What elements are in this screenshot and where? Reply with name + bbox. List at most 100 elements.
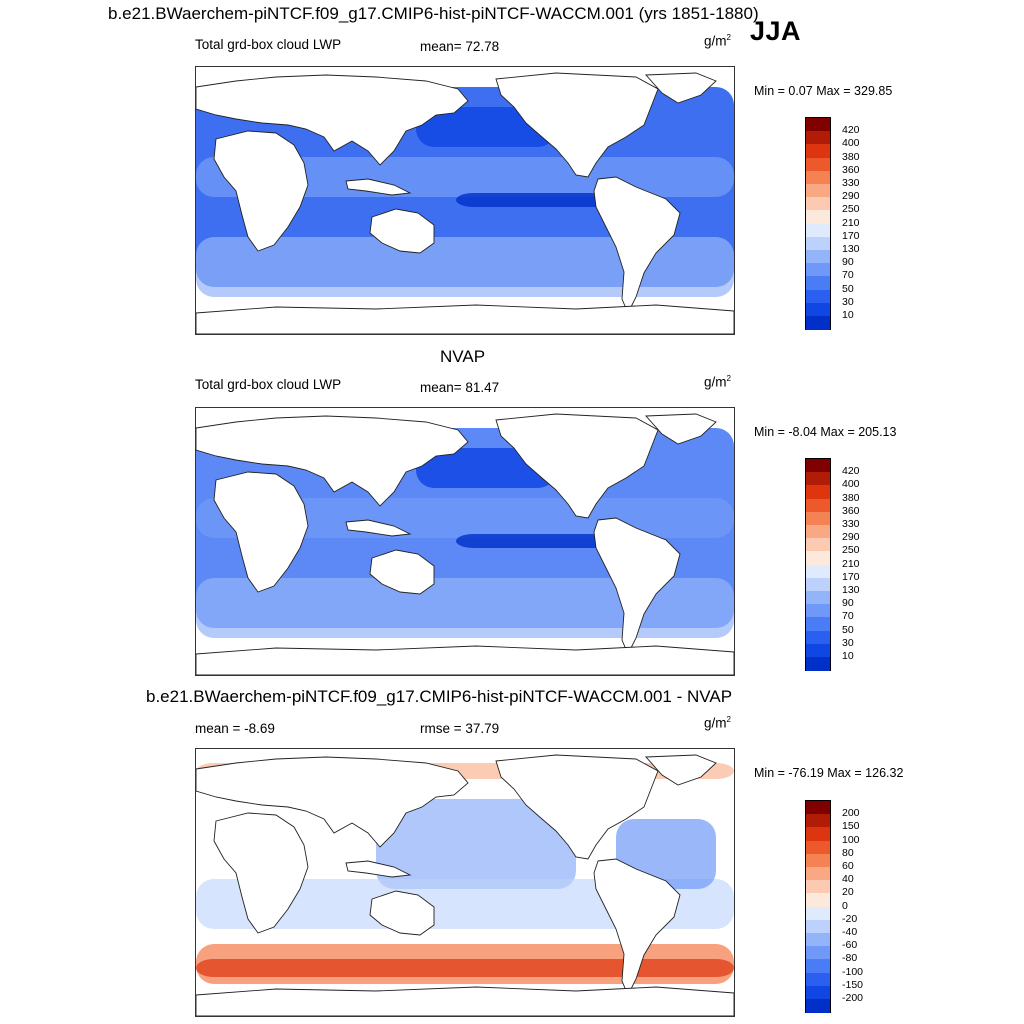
colorbar-segment	[806, 999, 830, 1013]
colorbar-tick-label: 50	[842, 623, 854, 636]
colorbar-tick-label: 70	[842, 610, 854, 623]
colorbar-segment	[806, 919, 830, 934]
colorbar-segment	[806, 551, 830, 566]
continent-greenland	[645, 413, 717, 445]
colorbar-segment	[806, 893, 830, 908]
continent-north-america	[495, 413, 659, 519]
colorbar-tick-label: 150	[842, 820, 860, 833]
colorbar-segment	[806, 840, 830, 855]
colorbar-tick-label: 420	[842, 465, 860, 478]
continent-australia	[369, 549, 435, 595]
colorbar-tick-label: -20	[842, 912, 858, 925]
panel-obs-left-label: Total grd-box cloud LWP	[195, 377, 342, 392]
colorbar-tick-label: 400	[842, 137, 860, 150]
colorbar-tick-label: 30	[842, 636, 854, 649]
continent-greenland	[645, 754, 717, 786]
colorbar-segment	[806, 250, 830, 264]
colorbar-segment	[806, 236, 830, 251]
colorbar-tick-label: 290	[842, 531, 860, 544]
colorbar-tick-label: -150	[842, 978, 864, 991]
colorbar-segment	[806, 302, 830, 317]
colorbar-segment	[806, 472, 830, 486]
colorbar-tick-label: 10	[842, 309, 854, 321]
colorbar-segment	[806, 316, 830, 330]
colorbar-segment	[806, 946, 830, 960]
colorbar-segment	[806, 118, 830, 132]
colorbar-box	[805, 117, 831, 331]
continent-south-america	[593, 517, 681, 656]
colorbar-tick-label: 400	[842, 478, 860, 491]
colorbar-segment	[806, 498, 830, 513]
colorbar-tick-label: 80	[842, 846, 854, 859]
colorbar-tick-label: -200	[842, 992, 864, 1004]
continent-eurasia	[196, 756, 469, 848]
continent-south-america	[593, 858, 681, 997]
colorbar-tick-label: 170	[842, 229, 860, 242]
colorbar-tick-label: 330	[842, 177, 860, 189]
colorbar-segment	[806, 144, 830, 159]
continent-eurasia	[196, 74, 469, 166]
colorbar-tick-label: 60	[842, 860, 854, 872]
panel-diff-rmse-label: rmse = 37.79	[420, 721, 500, 736]
field-southern-ocean-dark	[196, 959, 734, 977]
colorbar-segment	[806, 972, 830, 987]
colorbar-tick-label: 360	[842, 504, 860, 517]
continent-antarctica	[196, 645, 734, 675]
panel-obs-units: g/m2	[704, 374, 731, 390]
colorbar-tick-label: 40	[842, 873, 854, 886]
continent-australia	[369, 208, 435, 254]
colorbar-tick-label: 210	[842, 216, 860, 229]
panel-diff-mean-label: mean = -8.69	[195, 721, 275, 736]
colorbar-segment	[806, 459, 830, 473]
field-itcz-dark	[456, 193, 636, 207]
continent-antarctica	[196, 986, 734, 1016]
panel-diff-minmax: Min = -76.19 Max = 126.32	[754, 766, 904, 780]
continent-australia	[369, 890, 435, 936]
continent-antarctica	[196, 304, 734, 334]
colorbar-tick-label: 90	[842, 597, 854, 610]
colorbar-segment	[806, 630, 830, 645]
continent-greenland	[645, 72, 717, 104]
colorbar-tick-label: 90	[842, 256, 854, 269]
colorbar-segment	[806, 210, 830, 225]
colorbar-tick-label: 210	[842, 557, 860, 570]
colorbar-tick-label: 170	[842, 570, 860, 583]
colorbar-segment	[806, 906, 830, 921]
colorbar-tick-label: 200	[842, 807, 860, 820]
colorbar-segment	[806, 933, 830, 947]
colorbar-tick-label: 10	[842, 650, 854, 662]
continent-north-america	[495, 72, 659, 178]
panel-obs-minmax: Min = -8.04 Max = 205.13	[754, 425, 897, 439]
field-itcz-dark	[456, 534, 636, 548]
colorbar-tick-label: 20	[842, 886, 854, 899]
colorbar-tick-label: 250	[842, 544, 860, 557]
colorbar-segment	[806, 564, 830, 579]
colorbar-segment	[806, 157, 830, 172]
colorbar-segment	[806, 263, 830, 277]
continent-indonesia	[345, 860, 412, 878]
panel-obs-mean-label: mean= 81.47	[420, 380, 500, 395]
continent-indonesia	[345, 519, 412, 537]
colorbar-segment	[806, 591, 830, 605]
panel-obs-map-svg	[196, 408, 734, 675]
panel-model-mean-label: mean= 72.78	[420, 39, 500, 54]
colorbar-segment	[806, 538, 830, 552]
colorbar-segment	[806, 643, 830, 658]
continent-africa	[213, 812, 309, 934]
colorbar-tick-label: 0	[842, 899, 848, 912]
colorbar-segment	[806, 511, 830, 526]
colorbar-tick-label: 70	[842, 269, 854, 282]
colorbar-segment	[806, 525, 830, 539]
colorbar-segment	[806, 617, 830, 632]
continent-africa	[213, 130, 309, 252]
panel-diff-title: b.e21.BWaerchem-piNTCF.f09_g17.CMIP6-his…	[146, 687, 733, 706]
continent-north-america	[495, 754, 659, 860]
colorbar-segment	[806, 959, 830, 974]
main-title: b.e21.BWaerchem-piNTCF.f09_g17.CMIP6-his…	[108, 4, 759, 23]
colorbar-segment	[806, 223, 830, 238]
colorbar-tick-label: 30	[842, 295, 854, 308]
field-southern-ocean	[196, 578, 734, 638]
colorbar-tick-label: -100	[842, 965, 864, 978]
colorbar-tick-label: 360	[842, 163, 860, 176]
continent-africa	[213, 471, 309, 593]
